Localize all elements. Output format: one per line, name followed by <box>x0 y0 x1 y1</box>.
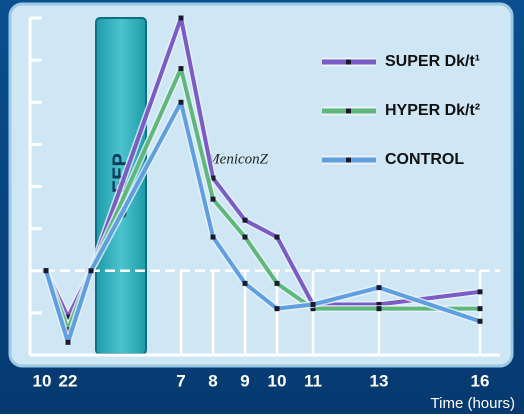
point <box>274 306 280 312</box>
x-tick-label: 10 <box>33 371 52 390</box>
legend-label: CONTROL <box>385 151 464 168</box>
point <box>274 280 280 286</box>
point <box>43 268 49 274</box>
x-tick-label: 13 <box>370 371 389 390</box>
series-line <box>44 100 481 345</box>
x-tick-label: 10 <box>268 371 287 390</box>
point <box>477 289 483 295</box>
brand-logo: MeniconZ <box>206 151 268 167</box>
x-axis-label: Time (hours) <box>431 395 515 412</box>
point <box>210 196 216 202</box>
x-tick-label: 11 <box>304 371 322 390</box>
point <box>376 301 382 307</box>
legend-point <box>346 157 351 163</box>
point <box>274 234 280 240</box>
point <box>376 285 382 291</box>
point <box>178 15 184 21</box>
point <box>65 314 71 320</box>
x-tick-label: 7 <box>176 371 185 390</box>
point <box>242 217 248 223</box>
point <box>310 306 316 312</box>
point <box>210 234 216 240</box>
point <box>88 268 94 274</box>
legend-label: HYPER Dk/t² <box>385 102 480 119</box>
point <box>210 175 216 181</box>
point <box>376 306 382 312</box>
legend-point <box>346 108 351 114</box>
point <box>477 318 483 324</box>
legend-point <box>346 59 351 65</box>
point <box>65 339 71 345</box>
x-tick-label: 22 <box>59 371 78 390</box>
point <box>477 306 483 312</box>
legend-label: SUPER Dk/t¹ <box>385 53 480 70</box>
point <box>178 66 184 72</box>
point <box>242 280 248 286</box>
point <box>178 99 184 105</box>
x-tick-label: 16 <box>471 371 490 390</box>
x-tick-label: 9 <box>240 371 249 390</box>
point <box>65 327 71 333</box>
x-tick-label: 8 <box>208 371 217 390</box>
point <box>242 234 248 240</box>
point <box>310 301 316 307</box>
